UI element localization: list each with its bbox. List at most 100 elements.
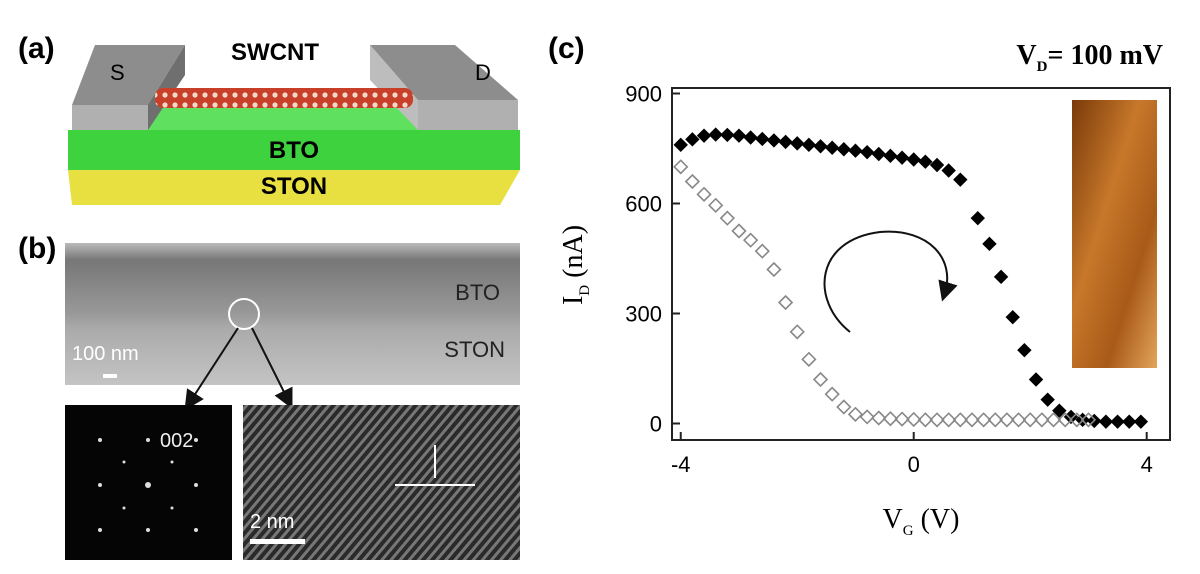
data-point xyxy=(953,172,968,187)
arrow xyxy=(184,327,239,411)
data-point xyxy=(696,186,712,202)
layer-label: STON xyxy=(261,173,327,200)
data-point xyxy=(1045,412,1062,428)
data-point xyxy=(824,386,840,402)
data-point xyxy=(1069,412,1085,428)
data-point xyxy=(1017,342,1032,358)
data-point xyxy=(941,412,957,428)
x-tick-label: 4 xyxy=(1141,452,1153,477)
y-axis-label: ID (nA) xyxy=(558,225,593,305)
data-point xyxy=(982,236,997,252)
x-tick-label: 0 xyxy=(908,452,920,477)
sweep-arrow xyxy=(823,230,958,333)
data-point xyxy=(1028,372,1044,387)
spot-label: 002 xyxy=(160,430,193,452)
data-point xyxy=(789,324,805,340)
data-point xyxy=(918,154,933,169)
scale-bar-label: 2 nm xyxy=(250,511,294,533)
data-point xyxy=(1022,412,1038,428)
scale-bar xyxy=(250,539,305,544)
selection-circle xyxy=(228,298,260,330)
panel-label: (c) xyxy=(548,32,585,65)
data-point xyxy=(813,139,828,154)
data-point xyxy=(859,144,875,160)
data-point xyxy=(766,133,782,148)
data-point xyxy=(720,127,735,143)
label-rest: (nA) xyxy=(558,225,589,285)
data-point xyxy=(824,140,840,155)
data-point xyxy=(1005,309,1020,325)
data-point xyxy=(987,412,1003,428)
data-point xyxy=(929,157,945,173)
layer-label: BTO xyxy=(269,137,319,164)
data-point xyxy=(743,130,758,145)
device-schematic xyxy=(68,45,520,205)
data-point xyxy=(964,412,980,428)
data-point xyxy=(1010,412,1027,428)
y-tick-label: 600 xyxy=(625,192,662,217)
data-point xyxy=(1122,414,1137,429)
data-point xyxy=(882,411,899,427)
data-point xyxy=(754,243,770,259)
data-point xyxy=(1052,403,1067,418)
data-point xyxy=(696,128,712,143)
afm-inset xyxy=(1072,100,1157,368)
label-main: V xyxy=(883,504,903,535)
data-point xyxy=(1080,412,1097,428)
data-point xyxy=(941,163,956,178)
data-point xyxy=(755,131,770,147)
data-point xyxy=(719,210,735,226)
data-point xyxy=(970,210,985,226)
electrode-label: S xyxy=(110,60,125,85)
data-point xyxy=(812,371,829,388)
data-point xyxy=(1098,414,1114,429)
data-point xyxy=(906,152,921,167)
data-point xyxy=(894,150,910,165)
data-point xyxy=(731,128,747,143)
data-point xyxy=(1040,392,1055,407)
data-point xyxy=(673,159,689,175)
data-point xyxy=(917,412,933,428)
title-main: V xyxy=(1016,40,1036,71)
data-point xyxy=(1133,414,1149,429)
tem-image xyxy=(65,243,520,385)
label-sub: D xyxy=(577,285,593,296)
data-point xyxy=(731,223,747,239)
data-point xyxy=(708,197,724,213)
data-point xyxy=(778,134,793,150)
panel-label: (b) xyxy=(18,232,56,265)
data-point xyxy=(848,143,863,158)
data-point xyxy=(894,411,910,427)
y-tick-label: 0 xyxy=(650,412,662,437)
layer-label: BTO xyxy=(455,280,500,305)
title-rest: = 100 mV xyxy=(1048,40,1164,71)
data-point xyxy=(952,412,968,428)
plot-frame xyxy=(671,87,1171,441)
data-point xyxy=(766,261,782,278)
data-point xyxy=(883,148,898,164)
panel-label: (a) xyxy=(18,32,55,65)
data-point xyxy=(859,409,875,425)
electrode-label: D xyxy=(475,60,491,85)
data-point xyxy=(673,137,688,153)
data-point xyxy=(999,412,1015,428)
data-point xyxy=(685,132,700,147)
data-point xyxy=(929,412,945,428)
data-point xyxy=(801,137,817,153)
data-point xyxy=(906,411,922,428)
layer-label: STON xyxy=(444,337,505,362)
hrtem-image xyxy=(243,405,520,560)
data-point xyxy=(836,399,852,415)
data-point xyxy=(993,269,1009,285)
scale-bar xyxy=(103,374,117,378)
data-point xyxy=(743,232,759,248)
data-point xyxy=(871,146,886,162)
arrow xyxy=(251,327,293,409)
channel-label: SWCNT xyxy=(231,39,319,66)
x-tick-label: -4 xyxy=(671,452,691,477)
chart-title: VD= 100 mV xyxy=(1016,40,1163,75)
label-main: I xyxy=(558,296,589,305)
data-point xyxy=(975,412,992,428)
